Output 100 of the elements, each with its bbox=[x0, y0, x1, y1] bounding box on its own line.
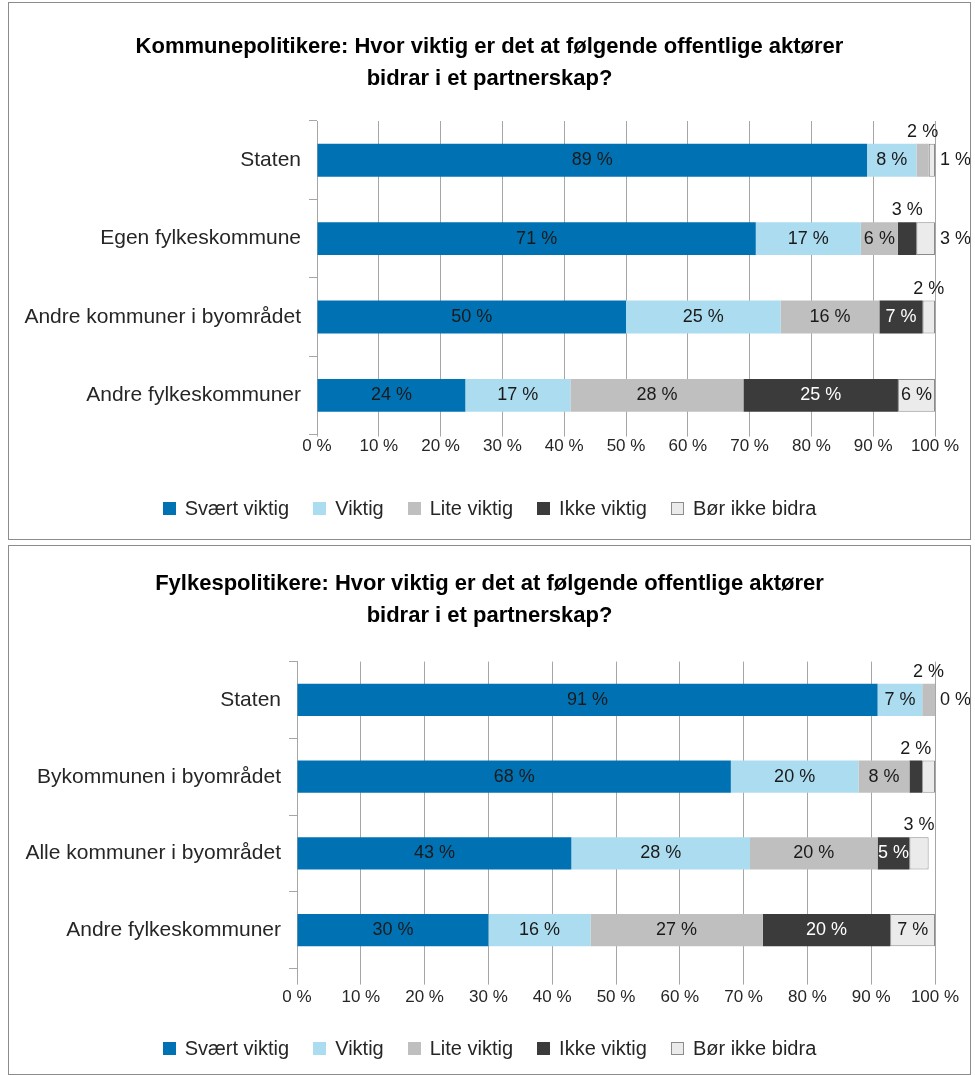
data-label: 24 % bbox=[370, 384, 412, 405]
data-label: 50 % bbox=[451, 305, 493, 326]
bar bbox=[297, 914, 489, 947]
bar bbox=[909, 760, 923, 793]
data-label: 7 % bbox=[897, 919, 929, 940]
y-tick-label: Andre fylkeskommuner bbox=[66, 917, 281, 941]
data-label: 7 % bbox=[884, 688, 916, 709]
data-label: 89 % bbox=[571, 149, 613, 170]
bar bbox=[571, 837, 750, 870]
data-label: 1 % bbox=[940, 149, 972, 170]
y-tick-label: Andre kommuner i byområdet bbox=[24, 303, 302, 327]
legend-label: Viktig bbox=[335, 496, 384, 520]
x-tick-label: 30 % bbox=[469, 987, 508, 1007]
bar bbox=[317, 300, 626, 334]
bar bbox=[749, 837, 878, 870]
x-tick-label: 80 % bbox=[788, 987, 827, 1007]
data-label: 20 % bbox=[806, 919, 848, 940]
x-tick-label: 0 % bbox=[302, 436, 332, 456]
data-label: 17 % bbox=[497, 384, 539, 405]
chart-title: Kommunepolitikere: Hvor viktig er det at følgende offentlige aktører bidrar i et partnerskap? bbox=[134, 32, 845, 92]
data-label: 16 % bbox=[809, 305, 851, 326]
bar bbox=[762, 914, 891, 947]
bar bbox=[897, 222, 917, 256]
bar bbox=[743, 378, 898, 412]
data-label: 0 % bbox=[940, 688, 972, 709]
legend-label: Lite viktig bbox=[429, 496, 514, 520]
x-tick-label: 30 % bbox=[483, 436, 522, 456]
bar bbox=[297, 837, 572, 870]
data-label: 2 % bbox=[907, 120, 939, 141]
data-label: 6 % bbox=[900, 384, 932, 405]
x-tick-label: 10 % bbox=[341, 987, 381, 1007]
data-label: 68 % bbox=[493, 765, 535, 786]
bar bbox=[317, 378, 466, 412]
legend-label: Lite viktig bbox=[429, 1036, 514, 1060]
bar bbox=[297, 683, 878, 717]
x-tick-label: 90 % bbox=[851, 987, 891, 1007]
bar bbox=[755, 222, 861, 256]
legend-label: Bør ikke bidra bbox=[692, 496, 817, 520]
x-tick-label: 50 % bbox=[606, 436, 646, 456]
y-tick-label: Alle kommuner i byområdet bbox=[25, 840, 282, 864]
x-tick-label: 90 % bbox=[853, 436, 893, 456]
x-tick-label: 20 % bbox=[405, 987, 444, 1007]
x-tick-label: 0 % bbox=[282, 987, 312, 1007]
data-label: 25 % bbox=[800, 384, 842, 405]
bar bbox=[730, 760, 859, 793]
x-tick-label: 40 % bbox=[544, 436, 584, 456]
x-tick-label: 60 % bbox=[660, 987, 700, 1007]
x-tick-label: 100 % bbox=[910, 987, 960, 1007]
bar bbox=[590, 914, 763, 947]
x-tick-label: 70 % bbox=[724, 987, 763, 1007]
legend-label: Ikke viktig bbox=[559, 1036, 647, 1060]
bar bbox=[916, 143, 929, 177]
data-label: 8 % bbox=[876, 149, 908, 170]
data-label: 20 % bbox=[793, 842, 835, 863]
data-label: 28 % bbox=[636, 384, 678, 405]
data-label: 17 % bbox=[787, 227, 829, 248]
data-label: 25 % bbox=[682, 305, 724, 326]
bar bbox=[297, 760, 731, 793]
data-label: 43 % bbox=[413, 842, 455, 863]
data-label: 2 % bbox=[913, 660, 945, 681]
data-label: 2 % bbox=[900, 737, 932, 758]
legend-label: Viktig bbox=[335, 1036, 384, 1060]
x-tick-label: 80 % bbox=[792, 436, 831, 456]
chart-title: Fylkespolitikere: Hvor viktig er det at følgende offentlige aktører bidrar i et partnerskap? bbox=[154, 569, 825, 629]
y-tick-label: Staten bbox=[240, 147, 301, 170]
data-label: 5 % bbox=[878, 842, 910, 863]
x-tick-label: 100 % bbox=[910, 436, 960, 456]
data-label: 2 % bbox=[913, 277, 945, 298]
x-tick-label: 50 % bbox=[596, 987, 636, 1007]
data-label: 8 % bbox=[868, 765, 900, 786]
bar bbox=[317, 222, 756, 256]
y-tick-label: Andre fylkeskommuner bbox=[86, 382, 301, 406]
data-label: 6 % bbox=[863, 227, 895, 248]
x-tick-label: 60 % bbox=[668, 436, 708, 456]
x-tick-label: 20 % bbox=[421, 436, 460, 456]
legend-label: Bør ikke bidra bbox=[692, 1036, 817, 1060]
data-label: 71 % bbox=[516, 227, 558, 248]
data-label: 27 % bbox=[656, 919, 698, 940]
bar bbox=[465, 378, 571, 412]
y-tick-label: Staten bbox=[220, 686, 281, 710]
bar bbox=[626, 300, 781, 334]
bar bbox=[488, 914, 591, 947]
x-tick-label: 40 % bbox=[532, 987, 572, 1007]
legend-label: Svært viktig bbox=[184, 1036, 290, 1060]
data-label: 3 % bbox=[903, 814, 935, 835]
data-label: 16 % bbox=[518, 919, 560, 940]
x-tick-label: 10 % bbox=[359, 436, 399, 456]
data-label: 20 % bbox=[774, 765, 816, 786]
data-label: 7 % bbox=[885, 305, 917, 326]
y-tick-label: Bykommunen i byområdet bbox=[37, 763, 282, 787]
data-label: 91 % bbox=[567, 688, 609, 709]
y-tick-label: Egen fylkeskommune bbox=[100, 225, 301, 249]
bar bbox=[570, 378, 744, 412]
data-label: 3 % bbox=[940, 227, 972, 248]
x-tick-label: 70 % bbox=[730, 436, 769, 456]
data-label: 30 % bbox=[372, 919, 414, 940]
legend-label: Ikke viktig bbox=[559, 496, 647, 520]
data-label: 3 % bbox=[891, 199, 923, 220]
data-label: 28 % bbox=[640, 842, 682, 863]
bar bbox=[922, 683, 935, 717]
